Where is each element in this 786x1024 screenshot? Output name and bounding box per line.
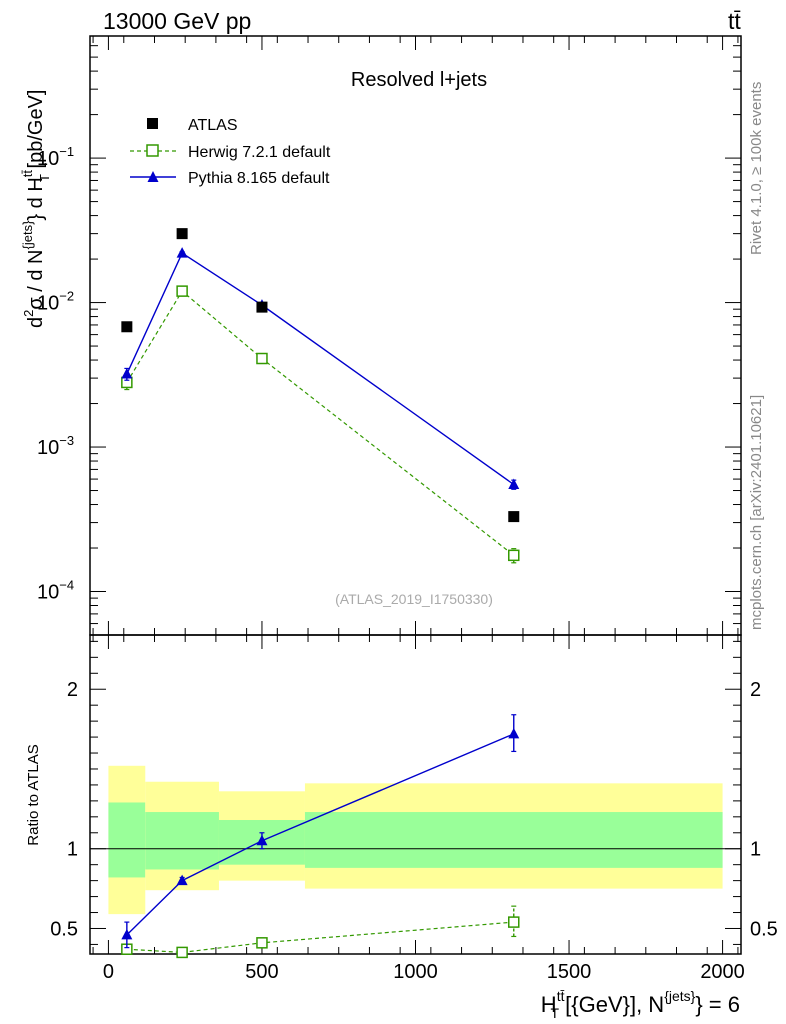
ratio-y-tick-label-right: 0.5 [750,918,778,940]
main-herwig-point [176,285,188,297]
x-tick-labels: 0 500 1000 1500 2000 [103,961,745,983]
ratio-band-green [145,812,219,870]
x-tick-label: 2000 [700,961,745,983]
main-herwig-line [126,290,515,556]
header-energy-label: 13000 GeV pp [103,8,251,34]
main-y-axis-label: d2σ / d N{jets}} d Htt̄T [pb/GeV] [20,90,52,328]
legend-marker-pythia [147,171,159,182]
ratio-pythia-point [176,874,188,886]
main-series-layer [121,228,520,564]
ratio-panel: 0.5 0.5 1 1 2 2 0 500 1000 1500 2000 Ratio to ATL… [25,634,778,1021]
x-tick-label: 1500 [547,961,592,983]
ratio-herwig-point [176,946,188,959]
x-tick-label: 500 [245,961,278,983]
ratio-y-tick-label-right: 1 [750,839,761,861]
header-process-label: tt̄ [728,8,741,34]
ratio-y-tick-label-right: 2 [750,679,761,701]
main-herwig-point [508,549,520,562]
main-atlas-point [256,301,268,313]
ratio-herwig-point [508,916,520,928]
main-pythia-point [508,478,520,490]
legend-label-herwig: Herwig 7.2.1 default [188,144,331,161]
main-y-tick-label: 10−4 [37,578,74,604]
main-y-tick-label: 10−1 [37,144,74,170]
ratio-band-green [304,812,723,868]
ratio-herwig-point [256,937,268,949]
x-tick-label: 0 [103,961,114,983]
mcplots-label: mcplots.cern.ch [arXiv:2401.10621] [748,395,765,630]
main-herwig-point [256,352,268,365]
legend-marker-herwig [146,144,159,157]
ratio-y-tick-label: 1 [67,839,78,861]
main-atlas-point [176,228,188,240]
x-tick-label: 1000 [393,961,438,983]
ratio-y-tick-label: 2 [67,679,78,701]
main-y-tick-label: 10−3 [37,433,74,459]
main-pythia-point [176,247,188,258]
legend-label-pythia: Pythia 8.165 default [188,170,330,187]
ratio-pythia-point [121,928,133,940]
ratio-band-green [108,802,146,878]
legend: ATLAS Herwig 7.2.1 default Pythia 8.165 … [130,117,331,187]
main-title: Resolved l+jets [351,69,487,91]
ratio-uncertainty-bands [90,765,741,915]
ratio-pythia-line [126,733,515,936]
ratio-pythia-point [256,834,268,846]
main-panel: 10−1 10−2 10−3 10−4 Resolved l+jets (ATLAS_… [20,35,742,636]
main-y-tick-labels: 10−1 10−2 10−3 10−4 [37,144,74,603]
main-pythia-point [121,368,133,379]
main-atlas-point [508,511,520,523]
ratio-series-layer [121,714,520,959]
legend-label-atlas: ATLAS [188,117,238,134]
x-axis-label: Htt̄ T [{GeV}], N{jets}} = 6 [541,988,740,1021]
ratio-y-axis-label: Ratio to ATLAS [25,744,42,845]
legend-marker-atlas [147,118,158,129]
ratio-y-tick-label: 0.5 [50,918,78,940]
ratio-herwig-line [126,921,514,954]
main-axis-ticks [90,36,741,636]
rivet-version-label: Rivet 4.1.0, ≥ 100k events [748,82,765,255]
ratio-y-tick-labels: 0.5 0.5 1 1 2 2 [50,679,778,940]
ratio-axis-ticks [90,635,741,954]
main-pythia-line [126,252,515,486]
analysis-watermark: (ATLAS_2019_I1750330) [335,591,493,607]
main-atlas-point [121,321,133,333]
ratio-pythia-point [508,727,520,739]
main-y-tick-label: 10−2 [37,289,74,315]
